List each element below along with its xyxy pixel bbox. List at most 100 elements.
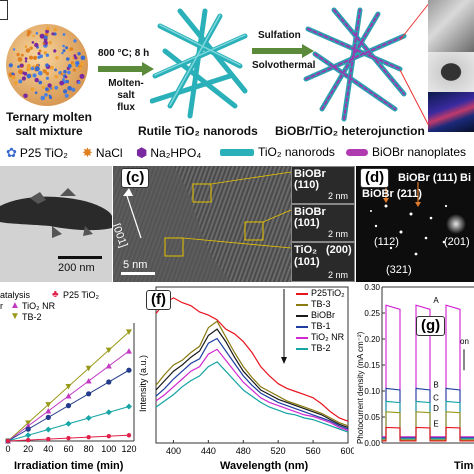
salt-particle xyxy=(80,55,86,61)
panel-g-series-line xyxy=(381,411,474,441)
panel-e-point xyxy=(126,367,132,373)
salt-particle xyxy=(24,60,28,63)
salt-particle xyxy=(60,72,64,76)
salt-particle xyxy=(43,51,48,55)
panel-e-xtick: 100 xyxy=(101,444,116,454)
panel-d-spot-211: BiOBr (211) xyxy=(362,188,422,200)
panel-e-chart: 0 20 40 60 80 100 120 xyxy=(5,323,136,454)
salt-particle xyxy=(54,85,59,90)
salt-particle xyxy=(38,49,42,53)
salt-particle xyxy=(49,65,54,70)
panel-f-xtick: 560 xyxy=(306,446,321,456)
salt-particle xyxy=(24,57,28,60)
salt-particle xyxy=(33,55,38,61)
step1-flux-line1: Molten-salt xyxy=(108,78,144,101)
panel-f-frame xyxy=(155,286,349,444)
panel-f-series-line xyxy=(155,297,349,422)
salt-particle xyxy=(63,89,68,94)
panel-e-point xyxy=(66,435,71,441)
panel-d-spot-bi: Bi xyxy=(460,172,471,184)
panel-f-legend-label: TB-1 xyxy=(311,321,331,331)
salt-particle xyxy=(26,73,32,79)
panel-g-ytick: 0.20 xyxy=(364,335,380,344)
hetero-label: BiOBr/TiO₂ heterojunction xyxy=(275,124,425,138)
panel-g-series-label: C xyxy=(433,393,439,402)
step2-label-a: Sulfation xyxy=(258,30,301,41)
salt-particle xyxy=(11,72,14,75)
salt-particle xyxy=(48,41,52,45)
panel-e-point xyxy=(45,408,52,414)
panel-g-series-line xyxy=(382,387,474,439)
panel-g-series-line xyxy=(381,304,474,438)
salt-particle xyxy=(29,55,33,60)
zoom-lines xyxy=(400,1,430,129)
salt-particle xyxy=(62,33,66,36)
panel-f-xtick: 400 xyxy=(166,446,181,456)
ternary-label-line2: salt mixture xyxy=(15,124,83,138)
salt-particle xyxy=(55,56,59,60)
panel-f-legend-swatch xyxy=(296,347,308,350)
panel-e-point xyxy=(45,426,52,433)
panel-e-legend-2: r xyxy=(0,301,3,311)
salt-particle xyxy=(17,65,20,69)
panel-f-xtick: 440 xyxy=(201,446,216,456)
legend-marker-p25: ♣ xyxy=(52,289,59,300)
legend-marker-tio2: ▲ xyxy=(10,300,20,311)
salt-particle xyxy=(59,80,65,86)
salt-particle xyxy=(76,61,80,65)
panel-e-point xyxy=(125,329,132,335)
panel-e-point xyxy=(106,434,112,439)
inset1-label2: (110) xyxy=(294,179,320,191)
inset1-scale: 2 nm xyxy=(328,191,349,201)
salt-particle xyxy=(26,30,32,35)
panel-c-scale-label: 5 nm xyxy=(123,259,148,271)
panel-g-ytick: 0.15 xyxy=(364,361,380,370)
panel-e-point xyxy=(46,436,51,442)
salt-particle xyxy=(37,55,41,59)
panel-d-spot-112: (112) xyxy=(374,236,399,248)
salt-particle xyxy=(43,35,48,40)
salt-particle xyxy=(42,69,46,72)
panel-g-series-label: D xyxy=(433,404,439,413)
panel-d: (d) BiOBr (211) BiOBr (111) Bi (112) (20… xyxy=(356,166,474,282)
salt-particle xyxy=(40,95,46,101)
panel-f-series-line xyxy=(155,361,349,433)
salt-particle xyxy=(26,63,31,68)
panel-g-ytick: 0.05 xyxy=(364,413,380,422)
panel-f-legend-swatch xyxy=(296,303,308,306)
panel-c-scalebar xyxy=(121,272,155,275)
panel-f-series-line xyxy=(155,328,349,428)
panel-e-xtick: 120 xyxy=(121,444,136,454)
inset2-scale: 2 nm xyxy=(328,229,349,239)
legend-nacl: ✸ NaCl xyxy=(82,145,123,161)
salt-particle xyxy=(35,32,39,35)
salt-particle xyxy=(72,56,75,60)
salt-particle xyxy=(49,87,53,90)
salt-particle xyxy=(53,49,57,53)
salt-particle xyxy=(71,87,76,92)
salt-particle xyxy=(77,81,81,84)
salt-particle xyxy=(29,46,33,50)
p25-icon: ✿ xyxy=(6,145,17,160)
legend-p25-label: P25 TiO₂ xyxy=(19,146,68,160)
salt-particle xyxy=(44,93,48,97)
salt-particle xyxy=(73,54,77,58)
panel-f-ylabel: Intensity (a.u.) xyxy=(138,354,148,412)
salt-particle xyxy=(67,70,71,75)
ternary-label-line1: Ternary molten xyxy=(6,110,92,124)
salt-particle xyxy=(37,52,41,55)
panel-d-letter: (d) xyxy=(360,168,390,188)
salt-particle xyxy=(39,33,45,39)
legend-biobr-label: BiOBr nanoplates xyxy=(372,145,467,159)
panel-e-point xyxy=(86,434,91,440)
salt-particle xyxy=(66,57,70,61)
salt-particle xyxy=(45,87,49,91)
salt-particle xyxy=(79,61,85,67)
salt-particle xyxy=(45,53,50,57)
salt-particle xyxy=(69,47,74,51)
panel-e-point xyxy=(106,379,112,385)
panel-f-legend-item: TB-3 xyxy=(296,299,356,310)
salt-particle xyxy=(34,91,38,94)
panel-f-legend-item: TB-2 xyxy=(296,343,356,354)
